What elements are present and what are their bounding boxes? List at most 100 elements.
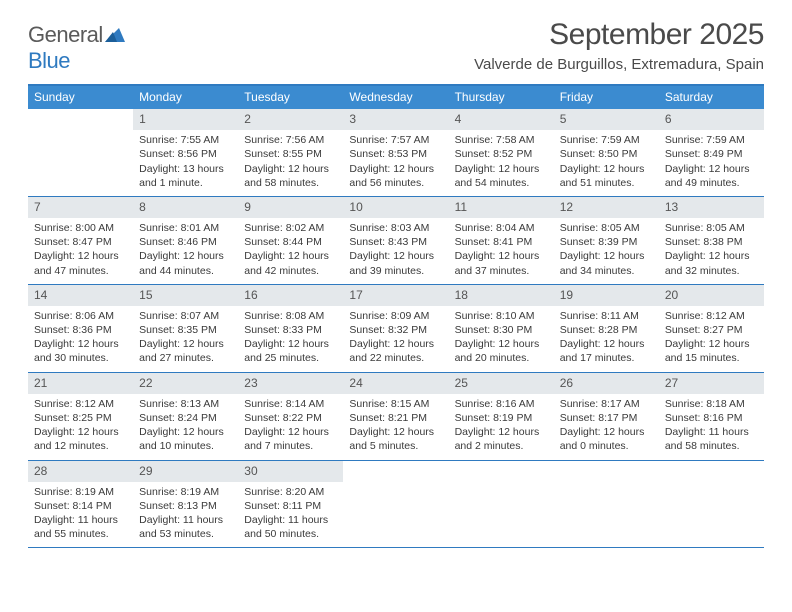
sunset-text: Sunset: 8:47 PM xyxy=(34,235,127,249)
sunset-text: Sunset: 8:49 PM xyxy=(665,147,758,161)
daylight-text: Daylight: 12 hours and 44 minutes. xyxy=(139,249,232,277)
daylight-text: Daylight: 12 hours and 54 minutes. xyxy=(455,162,548,190)
daylight-text: Daylight: 11 hours and 58 minutes. xyxy=(665,425,758,453)
sunrise-text: Sunrise: 8:20 AM xyxy=(244,485,337,499)
day-number: 24 xyxy=(343,373,448,394)
daylight-text: Daylight: 12 hours and 30 minutes. xyxy=(34,337,127,365)
sunset-text: Sunset: 8:46 PM xyxy=(139,235,232,249)
daylight-text: Daylight: 11 hours and 53 minutes. xyxy=(139,513,232,541)
daylight-text: Daylight: 12 hours and 58 minutes. xyxy=(244,162,337,190)
sunset-text: Sunset: 8:50 PM xyxy=(560,147,653,161)
sunset-text: Sunset: 8:52 PM xyxy=(455,147,548,161)
sunrise-text: Sunrise: 8:16 AM xyxy=(455,397,548,411)
sunset-text: Sunset: 8:38 PM xyxy=(665,235,758,249)
day-number: 13 xyxy=(659,197,764,218)
sunrise-text: Sunrise: 8:12 AM xyxy=(34,397,127,411)
calendar-day: 29Sunrise: 8:19 AMSunset: 8:13 PMDayligh… xyxy=(133,461,238,548)
calendar-day: 3Sunrise: 7:57 AMSunset: 8:53 PMDaylight… xyxy=(343,109,448,196)
sunset-text: Sunset: 8:27 PM xyxy=(665,323,758,337)
daylight-text: Daylight: 12 hours and 42 minutes. xyxy=(244,249,337,277)
calendar-week: 28Sunrise: 8:19 AMSunset: 8:14 PMDayligh… xyxy=(28,461,764,549)
logo-text-blue: Blue xyxy=(28,48,70,73)
sunrise-text: Sunrise: 8:15 AM xyxy=(349,397,442,411)
calendar-day: 6Sunrise: 7:59 AMSunset: 8:49 PMDaylight… xyxy=(659,109,764,196)
daylight-text: Daylight: 12 hours and 49 minutes. xyxy=(665,162,758,190)
day-number: 9 xyxy=(238,197,343,218)
sunset-text: Sunset: 8:28 PM xyxy=(560,323,653,337)
day-number: 19 xyxy=(554,285,659,306)
daylight-text: Daylight: 12 hours and 22 minutes. xyxy=(349,337,442,365)
sunrise-text: Sunrise: 8:19 AM xyxy=(139,485,232,499)
daylight-text: Daylight: 12 hours and 37 minutes. xyxy=(455,249,548,277)
daylight-text: Daylight: 12 hours and 10 minutes. xyxy=(139,425,232,453)
calendar-page: GeneralBlue September 2025 Valverde de B… xyxy=(0,0,792,548)
calendar-day: 2Sunrise: 7:56 AMSunset: 8:55 PMDaylight… xyxy=(238,109,343,196)
sunrise-text: Sunrise: 8:11 AM xyxy=(560,309,653,323)
daylight-text: Daylight: 12 hours and 51 minutes. xyxy=(560,162,653,190)
sunset-text: Sunset: 8:39 PM xyxy=(560,235,653,249)
calendar-day-empty xyxy=(659,461,764,548)
day-number: 16 xyxy=(238,285,343,306)
weekday-header: Monday xyxy=(133,86,238,109)
calendar-day-empty xyxy=(449,461,554,548)
daylight-text: Daylight: 13 hours and 1 minute. xyxy=(139,162,232,190)
daylight-text: Daylight: 11 hours and 55 minutes. xyxy=(34,513,127,541)
calendar-day: 21Sunrise: 8:12 AMSunset: 8:25 PMDayligh… xyxy=(28,373,133,460)
sunset-text: Sunset: 8:25 PM xyxy=(34,411,127,425)
daylight-text: Daylight: 12 hours and 2 minutes. xyxy=(455,425,548,453)
day-number: 7 xyxy=(28,197,133,218)
calendar-day: 19 Sunrise: 8:11 AMSunset: 8:28 PMDayligh… xyxy=(554,285,659,372)
day-number: 4 xyxy=(449,109,554,130)
day-number: 1 xyxy=(133,109,238,130)
calendar-day: 13Sunrise: 8:05 AMSunset: 8:38 PMDayligh… xyxy=(659,197,764,284)
sunrise-text: Sunrise: 7:58 AM xyxy=(455,133,548,147)
sunset-text: Sunset: 8:33 PM xyxy=(244,323,337,337)
sunrise-text: Sunrise: 8:00 AM xyxy=(34,221,127,235)
logo-text: GeneralBlue xyxy=(28,22,125,74)
daylight-text: Daylight: 11 hours and 50 minutes. xyxy=(244,513,337,541)
day-number: 25 xyxy=(449,373,554,394)
calendar-day: 26Sunrise: 8:17 AMSunset: 8:17 PMDayligh… xyxy=(554,373,659,460)
logo: GeneralBlue xyxy=(28,18,125,74)
sunset-text: Sunset: 8:35 PM xyxy=(139,323,232,337)
day-number: 5 xyxy=(554,109,659,130)
calendar-day: 23Sunrise: 8:14 AMSunset: 8:22 PMDayligh… xyxy=(238,373,343,460)
sunset-text: Sunset: 8:21 PM xyxy=(349,411,442,425)
sunrise-text: Sunrise: 8:13 AM xyxy=(139,397,232,411)
calendar-week: 21 Sunrise: 8:12 AMSunset: 8:25 PM Dayligh… xyxy=(28,373,764,461)
day-number: 29 xyxy=(133,461,238,482)
daylight-text: Daylight: 12 hours and 56 minutes. xyxy=(349,162,442,190)
sunrise-text: Sunrise: 8:05 AM xyxy=(560,221,653,235)
day-number: 17 xyxy=(343,285,448,306)
daylight-text: Daylight: 12 hours and 34 minutes. xyxy=(560,249,653,277)
weeks-container: 1Sunrise: 7:55 AMSunset: 8:56 PMDaylight… xyxy=(28,109,764,548)
location-text: Valverde de Burguillos, Extremadura, Spa… xyxy=(474,56,764,73)
weekday-header: Sunday xyxy=(28,86,133,109)
day-number: 2 xyxy=(238,109,343,130)
sunrise-text: Sunrise: 8:03 AM xyxy=(349,221,442,235)
sunrise-text: Sunrise: 7:59 AM xyxy=(665,133,758,147)
daylight-text: Daylight: 12 hours and 17 minutes. xyxy=(560,337,653,365)
weekday-header: Friday xyxy=(554,86,659,109)
day-number: 28 xyxy=(28,461,133,482)
daylight-text: Daylight: 12 hours and 0 minutes. xyxy=(560,425,653,453)
sunrise-text: Sunrise: 7:59 AM xyxy=(560,133,653,147)
day-number: 3 xyxy=(343,109,448,130)
sunrise-text: Sunrise: 8:02 AM xyxy=(244,221,337,235)
day-number: 8 xyxy=(133,197,238,218)
sunset-text: Sunset: 8:44 PM xyxy=(244,235,337,249)
calendar-week: 1Sunrise: 7:55 AMSunset: 8:56 PMDaylight… xyxy=(28,109,764,197)
day-number: 15 xyxy=(133,285,238,306)
day-number: 14 xyxy=(28,285,133,306)
calendar-day: 28Sunrise: 8:19 AMSunset: 8:14 PMDayligh… xyxy=(28,461,133,548)
calendar-day: 4 Sunrise: 7:58 AMSunset: 8:52 PMDaylight… xyxy=(449,109,554,196)
day-number: 21 xyxy=(28,373,133,394)
sunrise-text: Sunrise: 8:06 AM xyxy=(34,309,127,323)
weekday-header-row: SundayMondayTuesdayWednesdayThursdayFrid… xyxy=(28,86,764,109)
calendar-week: 7 Sunrise: 8:00 AMSunset: 8:47 PM Daylight… xyxy=(28,197,764,285)
sunset-text: Sunset: 8:41 PM xyxy=(455,235,548,249)
calendar-day: 7Sunrise: 8:00 AMSunset: 8:47 PMDaylight… xyxy=(28,197,133,284)
sunrise-text: Sunrise: 8:07 AM xyxy=(139,309,232,323)
calendar-day-empty xyxy=(28,109,133,196)
title-block: September 2025 Valverde de Burguillos, E… xyxy=(474,18,764,73)
